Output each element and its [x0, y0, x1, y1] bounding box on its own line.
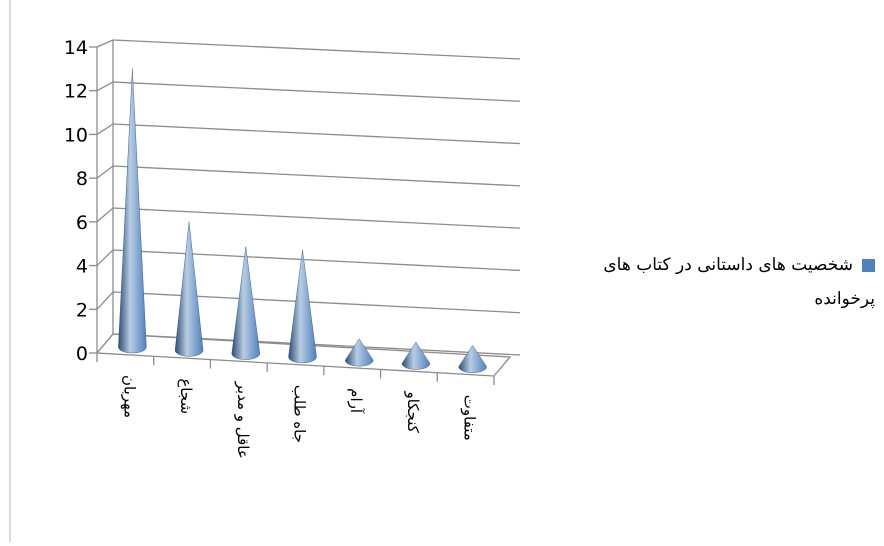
bar-cone [458, 344, 487, 373]
bar-cone-body [401, 341, 431, 370]
y-tick-label: 2 [76, 299, 88, 321]
bar-cone-body [231, 246, 260, 360]
bar-cone [401, 341, 431, 370]
bar-cone [118, 68, 147, 354]
bar-cone-body [174, 221, 204, 357]
y-tick-label: 8 [76, 168, 88, 190]
bar-cone-body [458, 344, 487, 373]
gridline [96, 81, 521, 102]
gridline [96, 207, 521, 229]
y-tick-label: 0 [76, 343, 88, 365]
y-tick-label: 10 [64, 124, 88, 146]
bar-cone [231, 246, 260, 360]
x-tick-label: مهربان [120, 375, 138, 418]
gridline [96, 123, 521, 145]
x-tick-label: شجاع [177, 378, 195, 414]
x-tick-label: آرام [347, 388, 365, 414]
legend-swatch [862, 259, 875, 272]
legend: شخصیت های داستانی در کتاب های پرخوانده [585, 248, 875, 316]
bar-cone-body [288, 249, 317, 364]
bar-cone [174, 221, 204, 357]
gridline [96, 249, 521, 272]
y-tick-label: 6 [76, 212, 88, 234]
x-tick-label: عاقل و مدبر [234, 381, 252, 459]
legend-entry-label: شخصیت های داستانی در کتاب های پرخوانده [603, 255, 875, 309]
y-tick-label: 14 [64, 37, 88, 59]
gridline [96, 165, 521, 187]
bar-cone-body [118, 68, 147, 354]
x-tick-label: متفاوت [461, 395, 479, 441]
bar-cone [345, 338, 374, 367]
bar-cone [288, 249, 317, 364]
gridline [96, 39, 521, 60]
bar-cone-body [345, 338, 374, 367]
y-tick-label: 4 [76, 256, 88, 278]
x-tick-label: جاه طلب [291, 385, 309, 443]
y-tick-label: 12 [64, 81, 88, 103]
x-tick-label: کنجکاو [404, 390, 422, 433]
